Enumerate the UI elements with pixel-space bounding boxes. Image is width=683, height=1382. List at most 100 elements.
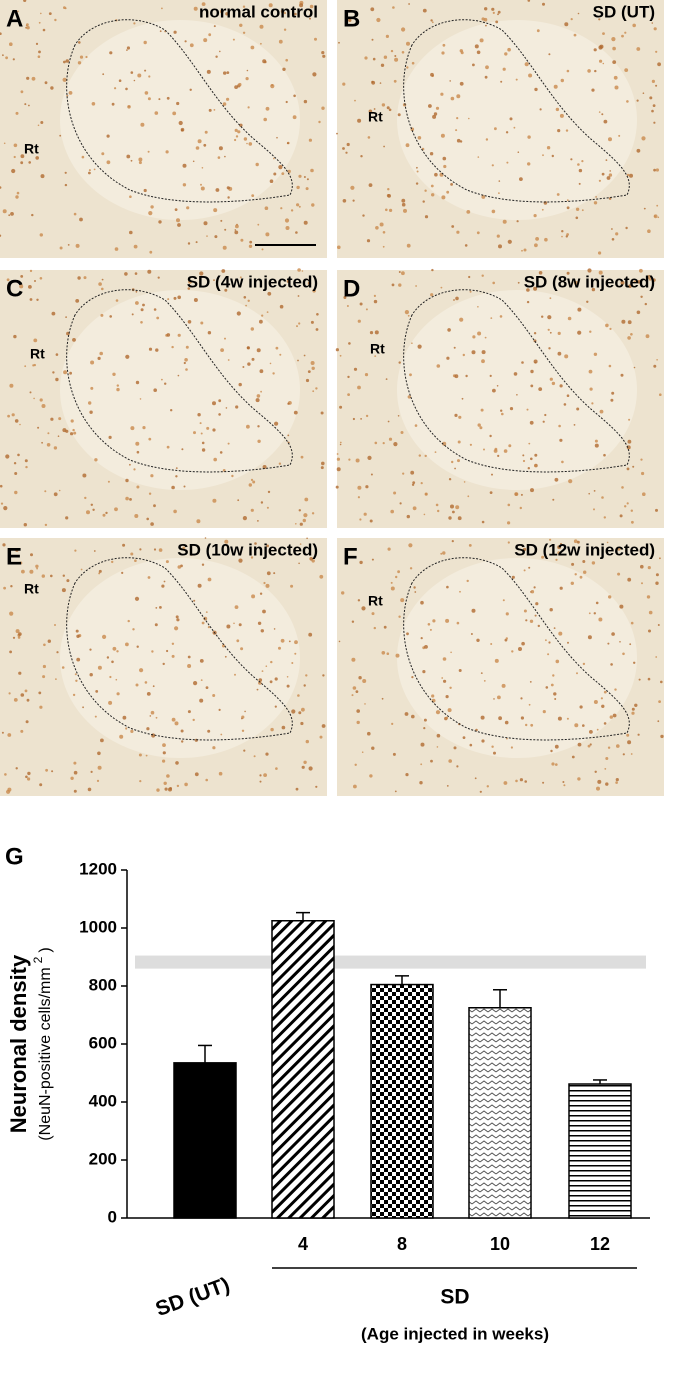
cell xyxy=(177,565,182,569)
cell xyxy=(468,544,472,547)
cell xyxy=(205,686,209,689)
cell xyxy=(17,453,20,457)
cell xyxy=(627,740,632,745)
cell xyxy=(351,620,355,623)
cell xyxy=(259,319,263,324)
cell xyxy=(431,193,435,197)
micrograph: F SD (12w injected) xyxy=(337,538,664,796)
cell xyxy=(600,697,603,700)
cell xyxy=(430,184,434,188)
cell xyxy=(267,291,272,296)
cell xyxy=(115,299,119,302)
nucleus-outline xyxy=(403,557,630,741)
cell xyxy=(451,460,454,464)
bar xyxy=(468,1007,532,1219)
cell xyxy=(307,281,312,285)
cell xyxy=(238,558,243,563)
cell xyxy=(480,672,483,674)
cell xyxy=(406,243,411,248)
cell xyxy=(613,75,618,80)
cell xyxy=(303,760,307,764)
cell xyxy=(398,271,401,273)
cell xyxy=(294,652,297,655)
cell xyxy=(468,117,470,120)
cell xyxy=(364,703,366,705)
cell xyxy=(511,575,515,579)
cell xyxy=(544,237,548,242)
cell xyxy=(402,472,405,475)
cell xyxy=(624,549,628,553)
cell xyxy=(633,280,636,283)
cell xyxy=(201,167,204,169)
cell xyxy=(73,212,77,216)
cell xyxy=(591,88,595,92)
cell xyxy=(217,156,221,159)
cell xyxy=(100,313,104,317)
cell xyxy=(297,694,300,697)
cell xyxy=(50,86,54,90)
cell xyxy=(93,550,96,552)
cell xyxy=(594,439,598,443)
panel-label: SD (8w injected) xyxy=(524,272,655,291)
cell xyxy=(393,79,397,83)
cell xyxy=(336,132,338,135)
cell xyxy=(577,307,582,312)
cell xyxy=(579,575,583,579)
cell xyxy=(182,183,187,187)
cell xyxy=(75,629,79,633)
cell xyxy=(420,763,423,766)
cell xyxy=(2,54,4,57)
cell xyxy=(571,755,575,759)
cell xyxy=(245,77,249,81)
cell xyxy=(603,119,608,124)
cell xyxy=(72,338,76,342)
cell xyxy=(342,147,345,150)
cell xyxy=(611,238,615,241)
cell xyxy=(15,111,19,115)
cell xyxy=(234,128,238,132)
cell xyxy=(373,299,378,304)
cell xyxy=(468,275,471,279)
cell xyxy=(647,229,651,233)
cell xyxy=(570,158,573,161)
cell xyxy=(166,774,170,778)
cell xyxy=(453,299,455,301)
cell xyxy=(42,675,46,679)
cell xyxy=(374,441,378,445)
cell xyxy=(195,241,198,244)
cell xyxy=(648,610,653,615)
cell xyxy=(124,272,128,276)
cell xyxy=(25,465,28,469)
cell xyxy=(147,97,151,101)
cell xyxy=(431,694,435,698)
cell xyxy=(61,666,65,669)
cell xyxy=(101,287,104,291)
cell xyxy=(140,308,144,312)
cell xyxy=(400,431,404,434)
cell xyxy=(517,151,520,153)
cell xyxy=(21,569,25,574)
cell xyxy=(582,724,585,727)
cell xyxy=(547,328,550,331)
cell xyxy=(251,357,255,361)
cell xyxy=(394,57,399,62)
cell xyxy=(631,707,635,711)
cell xyxy=(644,302,647,306)
cell xyxy=(88,401,92,405)
cell xyxy=(0,234,2,237)
cell xyxy=(125,354,130,359)
cell xyxy=(638,678,641,681)
cell xyxy=(449,80,451,82)
cell xyxy=(51,311,56,316)
cell xyxy=(139,668,144,673)
x-tick-label: SD (UT) xyxy=(153,1273,233,1321)
cell xyxy=(436,733,441,738)
cell xyxy=(26,26,30,30)
cell xyxy=(222,245,227,250)
cell xyxy=(422,670,426,674)
cell xyxy=(318,120,321,124)
cell xyxy=(513,126,516,129)
cell xyxy=(58,489,61,492)
cell xyxy=(612,60,617,64)
cell xyxy=(260,390,262,393)
